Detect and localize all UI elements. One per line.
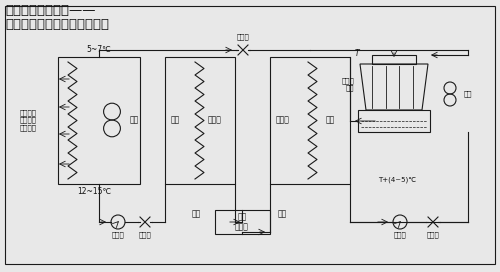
Text: T+(4~5)℃: T+(4~5)℃ — [378, 177, 416, 183]
Text: 12~15℃: 12~15℃ — [77, 187, 111, 196]
Text: 冷凝器: 冷凝器 — [276, 116, 290, 125]
Text: 吸热: 吸热 — [170, 116, 179, 125]
Text: 风机: 风机 — [464, 91, 472, 97]
Text: 5~7℃: 5~7℃ — [86, 45, 112, 54]
Bar — [270, 57, 350, 184]
Bar — [165, 57, 235, 184]
Text: 制冷
压缩机: 制冷 压缩机 — [235, 212, 249, 232]
Text: 气态: 气态 — [278, 209, 286, 218]
Text: T: T — [355, 50, 360, 58]
Text: 风机: 风机 — [130, 116, 139, 125]
Text: 单向阀: 单向阀 — [236, 34, 250, 40]
Text: 节流阀: 节流阀 — [426, 232, 440, 238]
Bar — [215, 210, 270, 234]
Text: 中央空调工作原理——: 中央空调工作原理—— — [5, 4, 96, 17]
Text: 液态: 液态 — [192, 209, 200, 218]
Text: 冷却泵: 冷却泵 — [394, 232, 406, 238]
Bar — [358, 110, 430, 132]
Text: 蒸发器: 蒸发器 — [208, 116, 222, 125]
Text: 冷却塔
喷淤: 冷却塔 喷淤 — [341, 77, 354, 91]
Bar — [372, 55, 416, 64]
Text: 放热: 放热 — [326, 116, 334, 125]
Text: 冷冻泵: 冷冻泵 — [112, 232, 124, 238]
Text: 节流阀: 节流阀 — [138, 232, 151, 238]
Bar — [58, 57, 140, 184]
Text: 用户风机
盘管系统
可有很多: 用户风机 盘管系统 可有很多 — [20, 109, 36, 131]
Text: 北京地之泰环保科技有限公司: 北京地之泰环保科技有限公司 — [5, 18, 109, 31]
